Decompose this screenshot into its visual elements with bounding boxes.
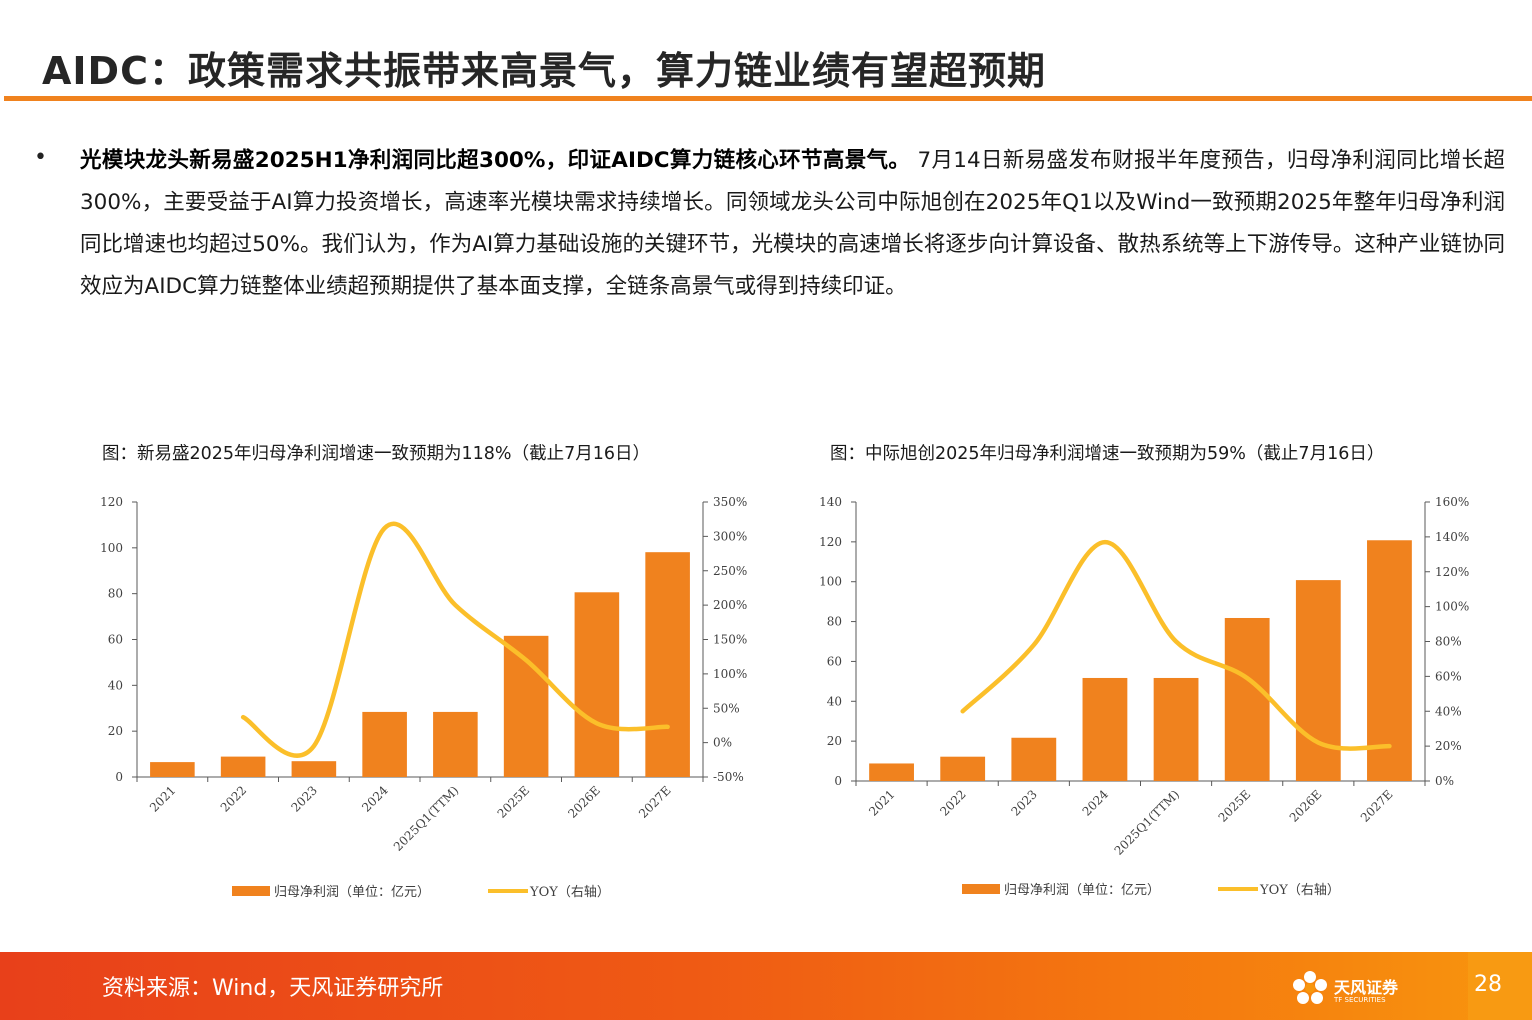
category-label: 2021 [866,787,897,818]
title-divider [4,96,1532,101]
legend-swatch-bar [232,886,270,896]
category-label: 2021 [147,783,178,814]
bar [503,635,549,777]
bar [362,711,407,777]
left-tick-label: 120 [819,535,842,549]
right-tick-label: 140% [1435,530,1469,544]
left-tick-label: 20 [108,724,123,738]
right-tick-label: 80% [1435,635,1462,649]
left-tick-label: 100 [100,541,123,555]
legend-label-bar: 归母净利润（单位：亿元） [1004,883,1160,898]
bar [1011,737,1057,781]
left-tick-label: 80 [827,615,842,629]
footer-source: 资料来源：Wind，天风证券研究所 [102,976,444,1001]
bar [645,552,690,777]
right-tick-label: 160% [1435,495,1469,509]
chart-title-left: 图：新易盛2025年归母净利润增速一致预期为118%（截止7月16日） [102,444,650,464]
bar [291,761,337,777]
bar [1224,617,1270,781]
right-tick-label: 20% [1435,739,1462,753]
bar [433,711,478,777]
footer-bar [0,952,1532,1020]
category-label: 2023 [1008,787,1039,818]
legend-label-line: YOY（右轴） [529,885,610,900]
category-label: 2027E [636,783,674,821]
category-label: 2022 [218,783,249,814]
bar [869,763,914,781]
category-label: 2026E [1287,787,1325,825]
left-tick-label: 140 [819,495,842,509]
right-tick-label: 250% [713,564,747,578]
right-tick-label: 50% [713,701,740,715]
left-tick-label: 100 [819,575,842,589]
legend-label-bar: 归母净利润（单位：亿元） [274,885,430,900]
page-number: 28 [1474,972,1502,997]
logo-text: 天风证券 [1334,978,1399,997]
legend-swatch-bar [962,884,1000,894]
bar [1295,580,1341,781]
bar [574,592,620,777]
right-tick-label: 200% [713,598,747,612]
right-tick-label: 350% [713,495,747,509]
right-tick-label: 120% [1435,565,1469,579]
bar [220,756,266,777]
right-tick-label: 300% [713,529,747,543]
legend-label-line: YOY（右轴） [1259,883,1340,898]
body-paragraph: 光模块龙头新易盛2025H1净利润同比超300%，印证AIDC算力链核心环节高景… [80,140,1505,308]
category-label: 2024 [1080,787,1112,819]
right-tick-label: 100% [1435,600,1469,614]
left-tick-label: 120 [100,495,123,509]
logo-flower-icon [1293,971,1327,1004]
page-number-box [1468,952,1532,1020]
bullet-marker: • [34,145,47,170]
left-tick-label: 40 [827,694,842,708]
left-tick-label: 60 [827,654,842,668]
right-tick-label: 40% [1435,704,1462,718]
category-label: 2024 [359,783,391,815]
category-label: 2025Q1(TTM) [391,783,462,854]
right-tick-label: -50% [713,770,744,784]
bar [1153,677,1199,781]
category-label: 2026E [565,783,603,821]
bar [150,762,195,777]
bar [1082,677,1128,781]
right-tick-label: 150% [713,633,747,647]
right-tick-label: 0% [713,736,732,750]
category-label: 2025E [495,783,533,821]
bar [1367,540,1412,781]
right-tick-label: 60% [1435,669,1462,683]
chart-innolight-profit: 0 20 40 60 80 100 120 140 0% 20% 40% 60% 80% 100% 120%… [819,495,1469,898]
category-label: 2023 [288,783,319,814]
left-tick-label: 0 [834,774,842,788]
chart-title-right: 图：中际旭创2025年归母净利润增速一致预期为59%（截止7月16日） [830,444,1385,464]
category-label: 2025Q1(TTM) [1112,787,1183,858]
logo-subtext: TF SECURITIES [1334,996,1386,1004]
left-tick-label: 60 [108,633,123,647]
lead-sentence: 光模块龙头新易盛2025H1净利润同比超300%，印证AIDC算力链核心环节高景… [80,148,911,173]
body-text: 7月14日新易盛发布财报半年度预告，归母净利润同比增长超300%，主要受益于AI… [80,148,1505,299]
left-tick-label: 0 [115,770,123,784]
left-tick-label: 40 [108,678,123,692]
category-label: 2025E [1216,787,1254,825]
left-tick-label: 80 [108,587,123,601]
category-label: 2022 [937,787,968,818]
category-label: 2027E [1358,787,1396,825]
page-title: AIDC：政策需求共振带来高景气，算力链业绩有望超预期 [42,49,1046,93]
right-tick-label: 0% [1435,774,1454,788]
left-tick-label: 20 [827,734,842,748]
chart-eoptolink-profit: 0 20 40 60 80 100 120 -50% 0% 50% 100% 150% 200% 250%… [100,495,747,900]
company-logo: 天风证券 TF SECURITIES [1290,966,1420,1010]
right-tick-label: 100% [713,667,747,681]
bar [940,756,986,781]
